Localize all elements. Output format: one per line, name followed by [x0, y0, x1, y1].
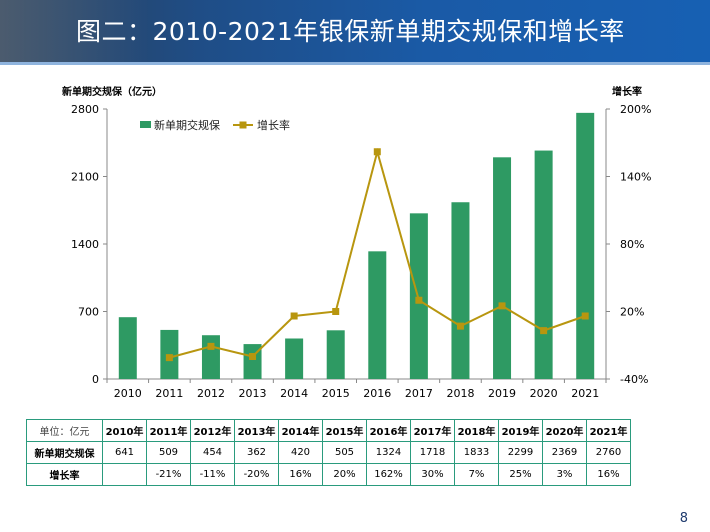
table-cell: 16% — [278, 463, 323, 486]
growth-rate-marker — [373, 148, 381, 156]
table-cell: 509 — [146, 441, 191, 464]
legend-bar-label: 新单期交规保 — [154, 118, 220, 132]
x-tick-label: 2021 — [571, 387, 599, 400]
table-cell: 2369 — [542, 441, 587, 464]
header-decoration — [0, 0, 150, 62]
bar — [118, 317, 137, 379]
header-divider — [0, 62, 710, 65]
bar — [285, 338, 304, 379]
slide-title: 图二：2010-2021年银保新单期交规保和增长率 — [76, 17, 625, 46]
year-header-cell: 2015年 — [322, 419, 367, 442]
x-tick-label: 2015 — [322, 387, 350, 400]
table-cell: -20% — [234, 463, 279, 486]
growth-rate-marker — [207, 342, 215, 350]
year-header-cell: 2010年 — [102, 419, 147, 442]
legend-line-marker — [239, 121, 247, 129]
table-cell: 420 — [278, 441, 323, 464]
left-tick-label: 2800 — [71, 103, 99, 116]
combo-chart: 新单期交规保（亿元） 增长率 0 700 1400 2100 2800 -40% 20% 80% 1… — [62, 85, 651, 400]
table-cell: 16% — [586, 463, 631, 486]
year-header-cell: 2012年 — [190, 419, 235, 442]
table-cell: 20% — [322, 463, 367, 486]
table-cell: 25% — [498, 463, 543, 486]
x-tick-label: 2013 — [239, 387, 267, 400]
table-cell: 1718 — [410, 441, 455, 464]
year-header-cell: 2013年 — [234, 419, 279, 442]
x-tick-label: 2017 — [405, 387, 433, 400]
right-tick-label: 20% — [620, 306, 644, 319]
table-cell: -11% — [190, 463, 235, 486]
growth-rate-marker — [540, 327, 548, 335]
table-cell: 2760 — [586, 441, 631, 464]
x-tick-label: 2014 — [280, 387, 308, 400]
table-cell: 162% — [366, 463, 411, 486]
growth-rate-marker — [332, 308, 340, 315]
table-cell: 3% — [542, 463, 587, 486]
growth-rate-marker — [415, 296, 423, 304]
right-tick-label: 140% — [620, 171, 651, 184]
year-header-cell: 2019年 — [498, 419, 543, 442]
bar — [451, 202, 470, 379]
growth-rate-marker — [456, 322, 464, 330]
year-header-cell: 2021年 — [586, 419, 631, 442]
left-tick-label: 1400 — [71, 238, 99, 251]
slide-header: 图二：2010-2021年银保新单期交规保和增长率 — [0, 0, 710, 62]
table-cell — [102, 463, 147, 486]
right-tick-label: -40% — [620, 373, 648, 386]
x-tick-label: 2020 — [530, 387, 558, 400]
right-tick-label: 80% — [620, 238, 644, 251]
table-cell: 454 — [190, 441, 235, 464]
year-header-cell: 2018年 — [454, 419, 499, 442]
bar — [201, 335, 220, 379]
bar — [368, 251, 387, 379]
unit-label-cell: 单位：亿元 — [26, 419, 103, 442]
growth-rate-marker — [498, 302, 506, 310]
x-tick-label: 2012 — [197, 387, 225, 400]
table-cell: 1324 — [366, 441, 411, 464]
table-cell: -21% — [146, 463, 191, 486]
table-cell: 641 — [102, 441, 147, 464]
year-header-cell: 2020年 — [542, 419, 587, 442]
bar — [576, 112, 595, 379]
year-header-cell: 2014年 — [278, 419, 323, 442]
table-cell: 30% — [410, 463, 455, 486]
legend-bar-swatch — [140, 121, 151, 128]
bar — [409, 213, 428, 379]
left-tick-label: 2100 — [71, 171, 99, 184]
bar — [326, 330, 345, 379]
table-row: 增长率 -21% -11% -20% 16% 20% 162% 30% 7% 2… — [26, 463, 631, 486]
year-header-cell: 2017年 — [410, 419, 455, 442]
bar — [534, 150, 553, 379]
row-label-cell: 新单期交规保 — [26, 441, 103, 464]
table-cell: 7% — [454, 463, 499, 486]
table-cell: 505 — [322, 441, 367, 464]
x-tick-label: 2016 — [363, 387, 391, 400]
page-number: 8 — [679, 511, 688, 526]
row-label-cell: 增长率 — [26, 463, 103, 486]
table-header-row: 单位：亿元 2010年 2011年 2012年 2013年 2014年 2015… — [26, 419, 631, 442]
x-tick-label: 2019 — [488, 387, 516, 400]
left-tick-label: 700 — [78, 306, 99, 319]
right-axis-title: 增长率 — [612, 85, 642, 98]
x-tick-label: 2011 — [155, 387, 183, 400]
table-cell: 362 — [234, 441, 279, 464]
left-axis-title: 新单期交规保（亿元） — [62, 85, 162, 98]
x-tick-label: 2010 — [114, 387, 142, 400]
growth-rate-marker — [165, 354, 173, 362]
data-table: 单位：亿元 2010年 2011年 2012年 2013年 2014年 2015… — [26, 419, 631, 486]
right-tick-label: 200% — [620, 103, 651, 116]
bar — [493, 157, 512, 379]
growth-rate-marker — [249, 353, 257, 360]
table-cell: 1833 — [454, 441, 499, 464]
year-header-cell: 2011年 — [146, 419, 191, 442]
left-tick-label: 0 — [92, 373, 99, 386]
legend-line-label: 增长率 — [257, 118, 290, 132]
x-tick-label: 2018 — [446, 387, 474, 400]
growth-rate-marker — [290, 312, 298, 320]
growth-rate-marker — [581, 312, 589, 320]
table-row: 新单期交规保 641 509 454 362 420 505 1324 1718… — [26, 441, 631, 464]
table-cell: 2299 — [498, 441, 543, 464]
year-header-cell: 2016年 — [366, 419, 411, 442]
